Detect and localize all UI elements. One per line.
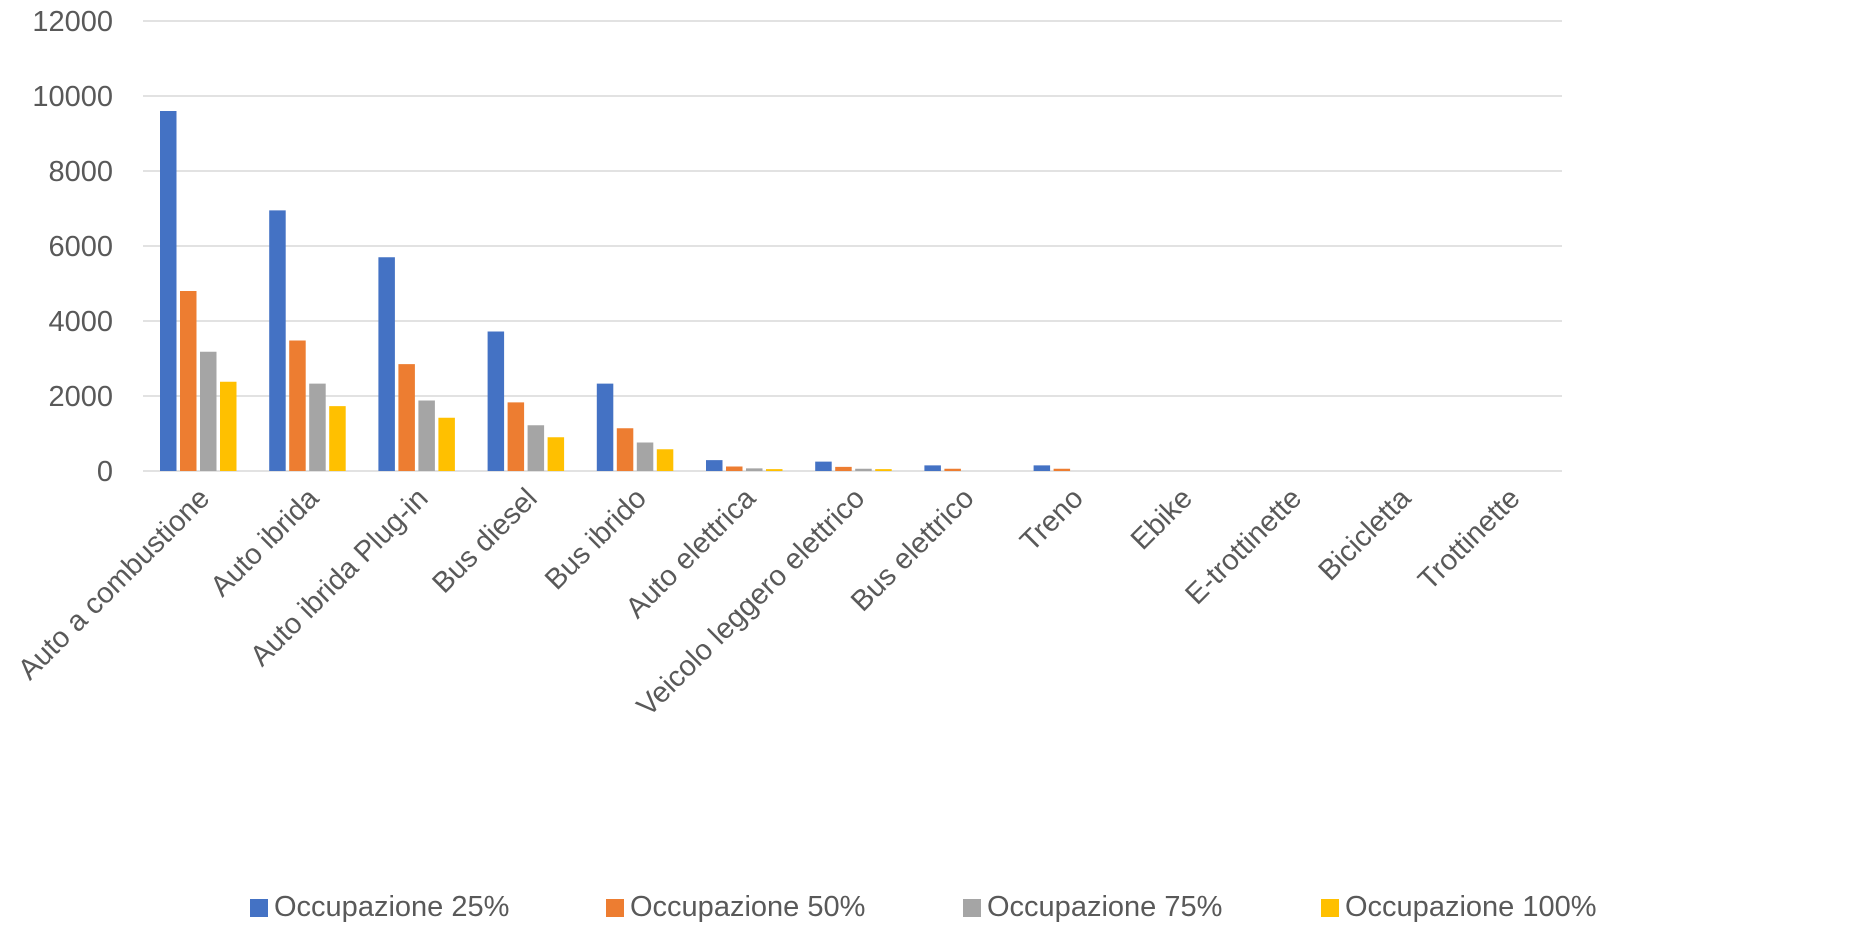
legend-item: Occupazione 100% bbox=[1321, 891, 1597, 923]
y-tick-label: 4000 bbox=[48, 306, 113, 338]
bar-1-4 bbox=[487, 331, 505, 471]
bar-2-3 bbox=[398, 364, 415, 471]
bar-3-5 bbox=[636, 442, 654, 471]
bar-1-2 bbox=[269, 210, 286, 471]
y-tick-label: 10000 bbox=[32, 81, 113, 113]
bar-2-4 bbox=[507, 402, 525, 471]
y-tick-label: 0 bbox=[97, 456, 113, 488]
bar-2-5 bbox=[616, 428, 634, 471]
bar-4-2 bbox=[329, 406, 346, 471]
bar-3-6 bbox=[746, 468, 763, 471]
bar-4-1 bbox=[220, 381, 237, 471]
bar-4-7 bbox=[875, 469, 892, 471]
gridlines bbox=[143, 20, 1562, 472]
legend-swatch bbox=[1321, 899, 1339, 917]
x-tick-label: Treno bbox=[1014, 482, 1089, 557]
x-tick-label: Auto a combustione bbox=[12, 482, 216, 686]
bar-3-1 bbox=[200, 351, 217, 471]
y-tick-label: 8000 bbox=[48, 156, 113, 188]
bar-4-5 bbox=[656, 449, 674, 471]
y-axis-tick-labels: 0 2000 4000 6000 8000 10000 12000 bbox=[32, 6, 113, 488]
legend-label: Occupazione 25% bbox=[274, 891, 509, 923]
legend-item: Occupazione 25% bbox=[250, 891, 509, 923]
bar-2-1 bbox=[180, 291, 197, 471]
bar-2-2 bbox=[289, 340, 306, 471]
legend-swatch bbox=[963, 899, 981, 917]
legend: Occupazione 25% Occupazione 50% Occupazion… bbox=[250, 891, 1597, 923]
bar-4-6 bbox=[766, 469, 783, 471]
bar-2-9 bbox=[1053, 468, 1071, 471]
bar-1-6 bbox=[706, 460, 723, 471]
bar-2-7 bbox=[835, 466, 852, 471]
bar-1-9 bbox=[1033, 465, 1051, 471]
legend-item: Occupazione 75% bbox=[963, 891, 1222, 923]
legend-label: Occupazione 100% bbox=[1345, 891, 1597, 923]
legend-label: Occupazione 75% bbox=[987, 891, 1222, 923]
x-tick-label: E-trottinette bbox=[1179, 482, 1308, 611]
y-tick-label: 12000 bbox=[32, 6, 113, 38]
bar-3-2 bbox=[309, 383, 326, 471]
bar-1-7 bbox=[815, 461, 832, 471]
bar-4-3 bbox=[438, 417, 455, 471]
bar-2-8 bbox=[944, 468, 961, 471]
y-tick-label: 6000 bbox=[48, 231, 113, 263]
x-tick-label: Bus diesel bbox=[426, 482, 543, 599]
x-tick-label: Auto ibrida bbox=[205, 482, 326, 603]
bar-3-7 bbox=[855, 468, 872, 471]
x-tick-label: Trottinette bbox=[1412, 482, 1526, 596]
bar-2-6 bbox=[726, 466, 743, 471]
y-tick-label: 2000 bbox=[48, 381, 113, 413]
bar-1-3 bbox=[378, 257, 395, 471]
legend-label: Occupazione 50% bbox=[630, 891, 865, 923]
x-tick-label: Ebike bbox=[1125, 482, 1199, 556]
x-tick-label: Veicolo leggero elettrico bbox=[631, 482, 871, 722]
x-tick-label: Bicicletta bbox=[1313, 482, 1418, 587]
bar-3-4 bbox=[527, 425, 545, 471]
bar-3-3 bbox=[418, 400, 435, 471]
legend-swatch bbox=[606, 899, 624, 917]
legend-item: Occupazione 50% bbox=[606, 891, 865, 923]
bar-1-5 bbox=[596, 383, 614, 471]
bar-1-8 bbox=[924, 465, 941, 471]
bar-4-4 bbox=[547, 437, 565, 471]
bars bbox=[160, 111, 1071, 471]
bar-1-1 bbox=[160, 111, 177, 471]
legend-swatch bbox=[250, 899, 268, 917]
x-tick-label: Bus ibrido bbox=[539, 482, 653, 596]
